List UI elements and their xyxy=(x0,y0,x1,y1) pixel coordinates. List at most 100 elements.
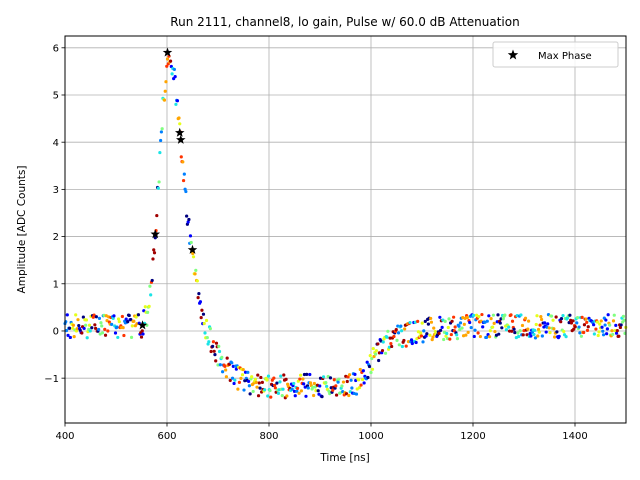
x-tick-label: 800 xyxy=(259,431,278,442)
data-point xyxy=(358,367,362,372)
data-point xyxy=(473,328,477,332)
data-point xyxy=(489,317,493,321)
data-point xyxy=(488,329,492,333)
data-point xyxy=(84,323,88,327)
data-point xyxy=(548,330,552,335)
data-point xyxy=(220,370,225,374)
data-point xyxy=(555,330,559,334)
max-phase-markers xyxy=(137,47,198,330)
data-point xyxy=(120,314,124,319)
data-point xyxy=(601,329,605,333)
data-point xyxy=(331,388,335,392)
data-point xyxy=(278,380,282,384)
data-point xyxy=(160,127,164,131)
data-point xyxy=(551,318,555,322)
data-point xyxy=(178,122,182,126)
data-point xyxy=(140,329,144,333)
data-point xyxy=(357,386,362,390)
data-point xyxy=(211,344,215,348)
data-point xyxy=(103,333,108,337)
data-point xyxy=(174,102,178,106)
data-point xyxy=(504,328,509,332)
data-point xyxy=(491,313,495,317)
data-point xyxy=(266,374,271,378)
data-point xyxy=(259,375,263,380)
data-point xyxy=(251,389,255,394)
data-point xyxy=(168,59,173,63)
data-point xyxy=(317,392,321,396)
data-point xyxy=(122,333,126,338)
data-point xyxy=(370,367,375,371)
max-phase-marker xyxy=(176,134,186,144)
data-point xyxy=(423,319,427,323)
chart-title: Run 2111, channel8, lo gain, Pulse w/ 60… xyxy=(170,15,519,29)
data-point xyxy=(254,380,258,384)
data-point xyxy=(136,313,141,317)
data-point xyxy=(173,75,177,79)
data-point xyxy=(207,340,211,344)
data-point xyxy=(523,316,528,320)
y-axis-label: Amplitude [ADC Counts] xyxy=(16,166,28,294)
y-tick-label: 5 xyxy=(53,91,59,102)
data-point xyxy=(81,315,85,319)
data-point xyxy=(76,318,80,322)
data-point xyxy=(537,330,541,334)
max-phase-marker xyxy=(150,229,161,239)
data-point xyxy=(546,322,550,326)
data-point xyxy=(126,319,130,324)
data-point xyxy=(281,387,285,391)
data-point xyxy=(499,317,503,321)
data-point xyxy=(357,378,361,382)
data-point xyxy=(360,377,365,382)
data-point xyxy=(202,321,206,326)
data-point xyxy=(582,323,587,327)
data-point xyxy=(608,323,612,327)
data-point xyxy=(94,315,98,319)
data-point xyxy=(295,389,299,393)
data-point xyxy=(468,320,472,325)
data-point xyxy=(341,380,346,384)
data-point xyxy=(139,335,144,339)
data-point xyxy=(600,325,604,329)
data-point xyxy=(199,316,203,320)
data-point xyxy=(543,321,547,325)
max-phase-marker xyxy=(174,127,185,137)
data-point xyxy=(403,327,407,331)
data-point xyxy=(362,381,366,385)
data-point xyxy=(66,333,70,337)
data-point xyxy=(153,236,157,240)
data-point xyxy=(220,355,224,359)
data-point xyxy=(205,335,209,340)
data-point xyxy=(293,394,297,398)
data-point xyxy=(455,337,460,341)
data-point xyxy=(182,172,186,176)
data-point xyxy=(611,319,616,323)
data-point xyxy=(142,309,146,313)
data-point xyxy=(64,328,69,333)
data-point xyxy=(380,348,385,353)
data-point xyxy=(248,392,252,396)
data-point xyxy=(536,334,540,338)
data-point xyxy=(257,381,261,385)
data-point xyxy=(87,323,92,327)
data-point xyxy=(241,368,245,372)
data-point xyxy=(269,395,273,399)
data-point xyxy=(152,248,156,252)
data-point xyxy=(458,321,463,325)
data-point xyxy=(165,57,170,61)
data-point xyxy=(273,386,277,390)
data-point xyxy=(334,393,339,397)
data-point xyxy=(594,327,598,331)
data-point xyxy=(299,373,303,377)
data-point xyxy=(240,373,245,377)
data-point xyxy=(578,331,582,335)
data-point xyxy=(224,368,228,372)
data-point xyxy=(318,376,323,380)
data-point xyxy=(247,384,251,388)
data-point xyxy=(538,323,542,327)
data-point xyxy=(586,325,590,329)
data-point xyxy=(151,257,155,261)
data-point xyxy=(189,240,193,245)
data-point xyxy=(521,333,525,337)
